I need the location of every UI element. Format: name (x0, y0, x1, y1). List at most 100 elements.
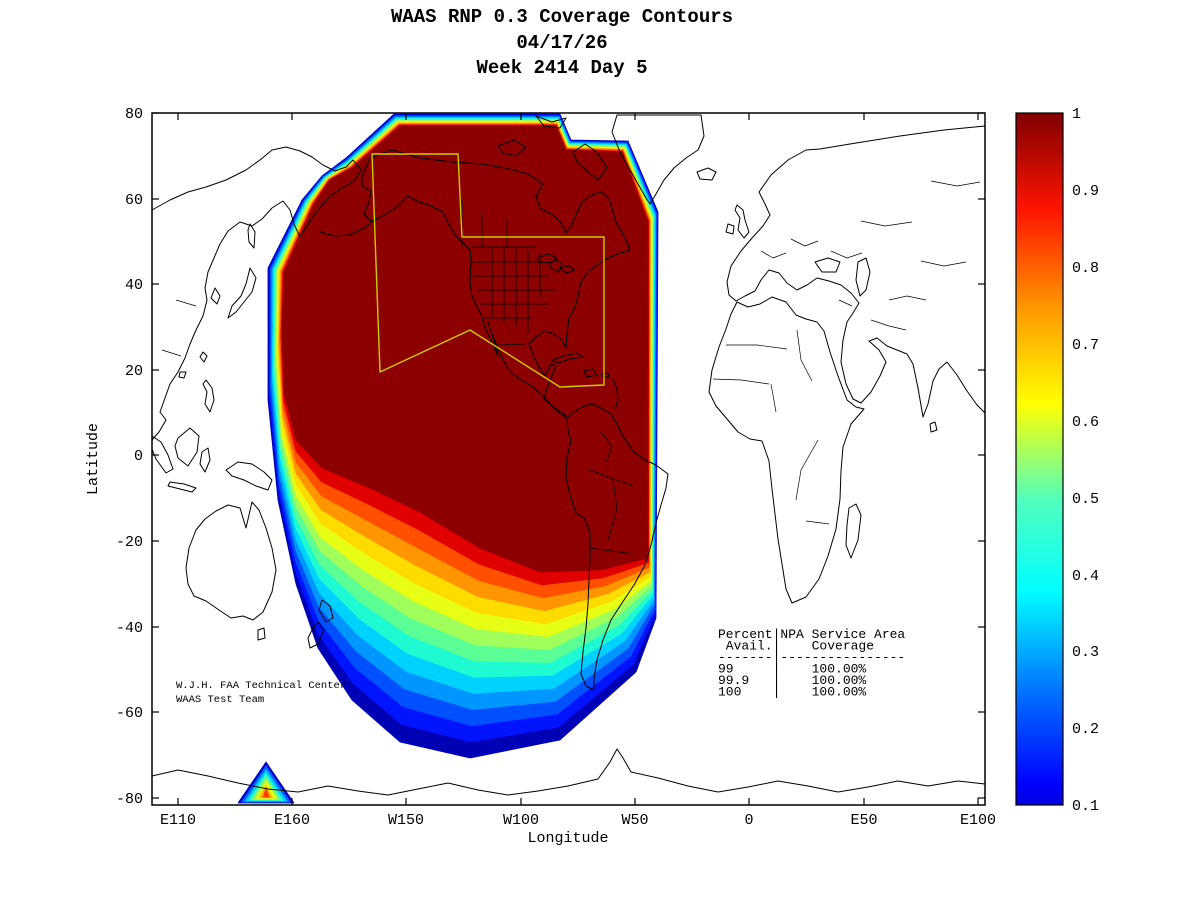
coastline-new-zealand-south (307, 621, 325, 649)
y-tick-label-6: -40 (116, 620, 143, 637)
colorbar-tick-label-7: 0.3 (1072, 644, 1099, 661)
colorbar-frame (1015, 112, 1064, 806)
x-tick-label-0: E110 (160, 812, 196, 829)
coastline-madagascar (845, 503, 862, 559)
border-line-19 (712, 378, 770, 385)
border-line-23 (795, 439, 819, 501)
coastline-great-britain (734, 204, 750, 239)
coastline-puerto-rico (601, 372, 610, 378)
plot-frame (151, 112, 986, 806)
plot-title-line3: Week 2414 Day 5 (476, 57, 647, 79)
y-axis-label: Latitude (85, 423, 102, 495)
coverage-table-header2: Avail.| Coverage (718, 639, 874, 654)
border-line-28 (838, 299, 853, 307)
credit-line2: WAAS Test Team (176, 694, 264, 706)
border-line-32 (860, 220, 913, 227)
coastline-arctic-island-2 (572, 143, 608, 181)
border-line-33 (930, 180, 981, 187)
coastline-iceland (696, 167, 717, 181)
coverage-table-row-100: 100 | 100.00% (718, 685, 866, 700)
coastline-arctic-island-1 (497, 139, 527, 157)
border-line-24 (805, 520, 830, 525)
colorbar-tick-label-0: 1 (1072, 106, 1081, 123)
border-line-15 (600, 431, 613, 463)
border-line-20 (726, 344, 788, 350)
x-axis-label: Longitude (527, 830, 608, 847)
coastline-north-america (361, 149, 631, 419)
border-line-31 (920, 260, 967, 267)
border-line-22 (796, 329, 813, 382)
border-line-26 (790, 238, 819, 247)
colorbar-tick-label-2: 0.8 (1072, 260, 1099, 277)
coastline-hispaniola (583, 368, 598, 378)
border-line-35 (161, 349, 182, 357)
coastline-sakhalin (247, 223, 256, 249)
colorbar-layer: 1 0.9 0.8 0.7 0.6 0.5 0.4 0.3 0.2 0.1 (1015, 106, 1099, 815)
coastline-new-zealand-north (318, 599, 334, 623)
border-line-25 (760, 250, 787, 259)
coverage-table-row-99: 99 | 100.00% (718, 662, 866, 677)
x-tick-label-2: W150 (388, 812, 424, 829)
border-line-18 (588, 547, 635, 555)
coastline-korea (210, 287, 221, 305)
y-tick-label-5: -20 (116, 534, 143, 551)
coverage-table-separator: -------|---------------- (718, 650, 905, 665)
y-tick-label-7: -60 (116, 705, 143, 722)
coastline-philippines (202, 379, 215, 413)
border-line-34 (175, 299, 197, 307)
x-tick-label-1: E160 (274, 812, 310, 829)
border-line-29 (870, 319, 907, 331)
coverage-table-row-99-9: 99.9 | 100.00% (718, 673, 866, 688)
colorbar-gradient (1016, 113, 1063, 805)
coastline-sri-lanka (929, 421, 938, 433)
coastline-africa (708, 296, 865, 604)
coastline-australia (185, 501, 277, 621)
country-borders-layer (161, 180, 981, 555)
coastline-south-america (565, 403, 669, 691)
border-line-17 (607, 478, 618, 541)
y-tick-label-8: -80 (116, 791, 143, 808)
colorbar-tick-label-3: 0.7 (1072, 337, 1099, 354)
colorbar-tick-label-6: 0.4 (1072, 568, 1099, 585)
coastline-ireland (725, 223, 735, 235)
coastline-antarctica (151, 748, 986, 796)
x-tick-label-7: E100 (960, 812, 996, 829)
contour-bands-layer (267, 113, 659, 759)
coastline-lesser-antilles (612, 378, 619, 410)
y-tick-label-0: 80 (125, 106, 143, 123)
npa-service-area-outline (371, 153, 605, 388)
border-line-30 (888, 295, 927, 301)
colorbar-tick-label-1: 0.9 (1072, 183, 1099, 200)
coastline-aleutian-islands (319, 220, 375, 237)
coastline-eurasia (726, 125, 986, 418)
coastline-greenland (611, 114, 705, 205)
coastlines-layer (151, 114, 986, 796)
coastline-sulawesi (199, 447, 211, 473)
y-tick-label-4: 0 (134, 448, 143, 465)
y-tick-label-1: 60 (125, 192, 143, 209)
contour-triangle-layer (237, 761, 295, 804)
x-tick-label-4: W50 (621, 812, 648, 829)
colorbar-tick-label-8: 0.2 (1072, 721, 1099, 738)
coastline-java (167, 481, 197, 493)
border-line-14 (497, 343, 527, 346)
y-tick-label-2: 40 (125, 277, 143, 294)
plot-title-line2: 04/17/26 (516, 32, 607, 54)
x-tick-label-6: E50 (850, 812, 877, 829)
coastline-arctic-island-3 (535, 115, 567, 129)
contour-triangle-level-7 (262, 788, 270, 798)
y-tick-label-3: 20 (125, 363, 143, 380)
coastline-tasmania (257, 627, 266, 641)
border-line-21 (770, 383, 777, 413)
x-tick-label-5: 0 (744, 812, 753, 829)
coastline-borneo (174, 427, 200, 467)
coastline-hainan (178, 371, 187, 379)
border-line-27 (830, 250, 863, 259)
coastline-black-sea (814, 257, 841, 273)
axes-frame-layer: E110 E160 W150 W100 W50 0 E50 E100 80 60 40 20 0 -20 -… (116, 106, 996, 829)
colorbar-tick-label-4: 0.6 (1072, 414, 1099, 431)
coastline-taiwan (199, 351, 208, 363)
coastline-japan (227, 267, 257, 319)
